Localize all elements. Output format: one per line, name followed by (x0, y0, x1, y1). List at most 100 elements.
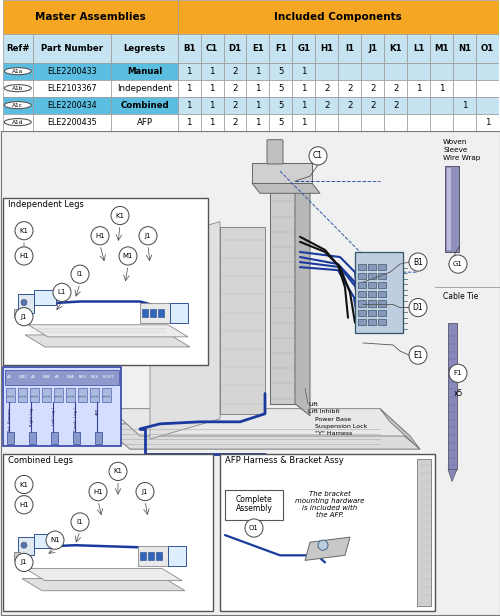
Bar (292, 113, 316, 131)
Text: N1: N1 (50, 537, 60, 543)
Text: 1: 1 (210, 84, 215, 92)
Text: 1: 1 (462, 100, 468, 110)
Text: 1: 1 (186, 67, 192, 76)
Text: K1: K1 (20, 482, 28, 487)
Text: 2: 2 (232, 84, 238, 92)
Bar (384, 97, 407, 113)
Circle shape (103, 395, 105, 397)
Text: Combined: Combined (120, 100, 169, 110)
Polygon shape (110, 408, 410, 436)
Circle shape (71, 513, 89, 531)
Text: 1: 1 (255, 100, 260, 110)
Text: x5: x5 (454, 389, 462, 397)
Bar (112, 97, 178, 113)
Circle shape (4, 102, 31, 108)
Circle shape (111, 206, 129, 225)
Text: J1: J1 (142, 488, 148, 495)
Bar (270, 34, 292, 63)
Text: L1: L1 (58, 290, 66, 296)
Bar (246, 34, 270, 63)
Circle shape (318, 540, 328, 550)
Bar (358, 301, 366, 307)
Bar (3, 367, 121, 446)
Circle shape (60, 395, 62, 397)
Polygon shape (220, 227, 265, 414)
Bar (246, 63, 270, 79)
Bar (430, 113, 453, 131)
Circle shape (15, 307, 33, 326)
Text: Complete: Complete (236, 495, 273, 505)
Bar (34, 290, 56, 304)
Bar (368, 291, 376, 298)
Bar (476, 97, 499, 113)
Bar (246, 97, 270, 113)
Bar (362, 63, 384, 79)
Bar (148, 553, 154, 561)
Polygon shape (295, 181, 310, 416)
Bar (2, 113, 33, 131)
Bar (476, 63, 499, 79)
Bar (378, 318, 386, 325)
Text: 1: 1 (301, 67, 306, 76)
Text: 2: 2 (324, 84, 330, 92)
Bar (33, 97, 112, 113)
Circle shape (12, 395, 14, 397)
Bar (224, 63, 246, 79)
Bar (453, 63, 476, 79)
Text: G1: G1 (298, 44, 310, 53)
Bar (246, 113, 270, 131)
Bar (2, 0, 178, 34)
Text: B1: B1 (413, 257, 423, 267)
Text: 1: 1 (485, 118, 490, 127)
Text: L1: L1 (413, 44, 424, 53)
Bar (142, 309, 148, 317)
Bar (18, 537, 34, 556)
Circle shape (94, 395, 96, 397)
Bar (90, 389, 99, 402)
Text: Wire Wrap: Wire Wrap (443, 155, 480, 161)
Bar (200, 79, 224, 97)
Bar (33, 63, 112, 79)
Bar (378, 282, 386, 288)
Text: I1: I1 (77, 519, 83, 525)
Bar (3, 198, 208, 365)
Text: B1: B1 (183, 44, 196, 53)
Circle shape (24, 395, 26, 397)
Bar (407, 79, 430, 97)
Text: H1: H1 (320, 44, 334, 53)
Bar (453, 113, 476, 131)
Bar (138, 546, 168, 567)
Bar (316, 34, 338, 63)
Bar (2, 63, 33, 79)
Bar (18, 389, 27, 402)
Text: 5: 5 (278, 118, 283, 127)
Bar (292, 79, 316, 97)
Bar (220, 454, 435, 611)
Text: 5: 5 (278, 67, 283, 76)
FancyBboxPatch shape (267, 140, 283, 164)
Bar (338, 63, 361, 79)
Text: 1: 1 (255, 84, 260, 92)
Bar (417, 460, 431, 606)
Bar (358, 291, 366, 298)
Text: H1: H1 (19, 253, 29, 259)
Bar (368, 264, 376, 270)
Bar (42, 389, 51, 402)
Text: Manual: Manual (127, 67, 162, 76)
Bar (358, 273, 366, 279)
Text: C1: C1 (206, 44, 218, 53)
Bar (3, 454, 213, 611)
Bar (338, 113, 361, 131)
Bar (112, 63, 178, 79)
Bar (292, 97, 316, 113)
Text: AFP Harness & Bracket Assy: AFP Harness & Bracket Assy (225, 456, 344, 465)
Text: Assembly: Assembly (236, 505, 273, 513)
Bar (33, 34, 112, 63)
Bar (2, 34, 33, 63)
Polygon shape (22, 578, 185, 591)
Text: Legrests: Legrests (124, 44, 166, 53)
Bar (476, 113, 499, 131)
Circle shape (82, 395, 84, 397)
Circle shape (139, 227, 157, 245)
Text: A1b: A1b (12, 86, 24, 91)
